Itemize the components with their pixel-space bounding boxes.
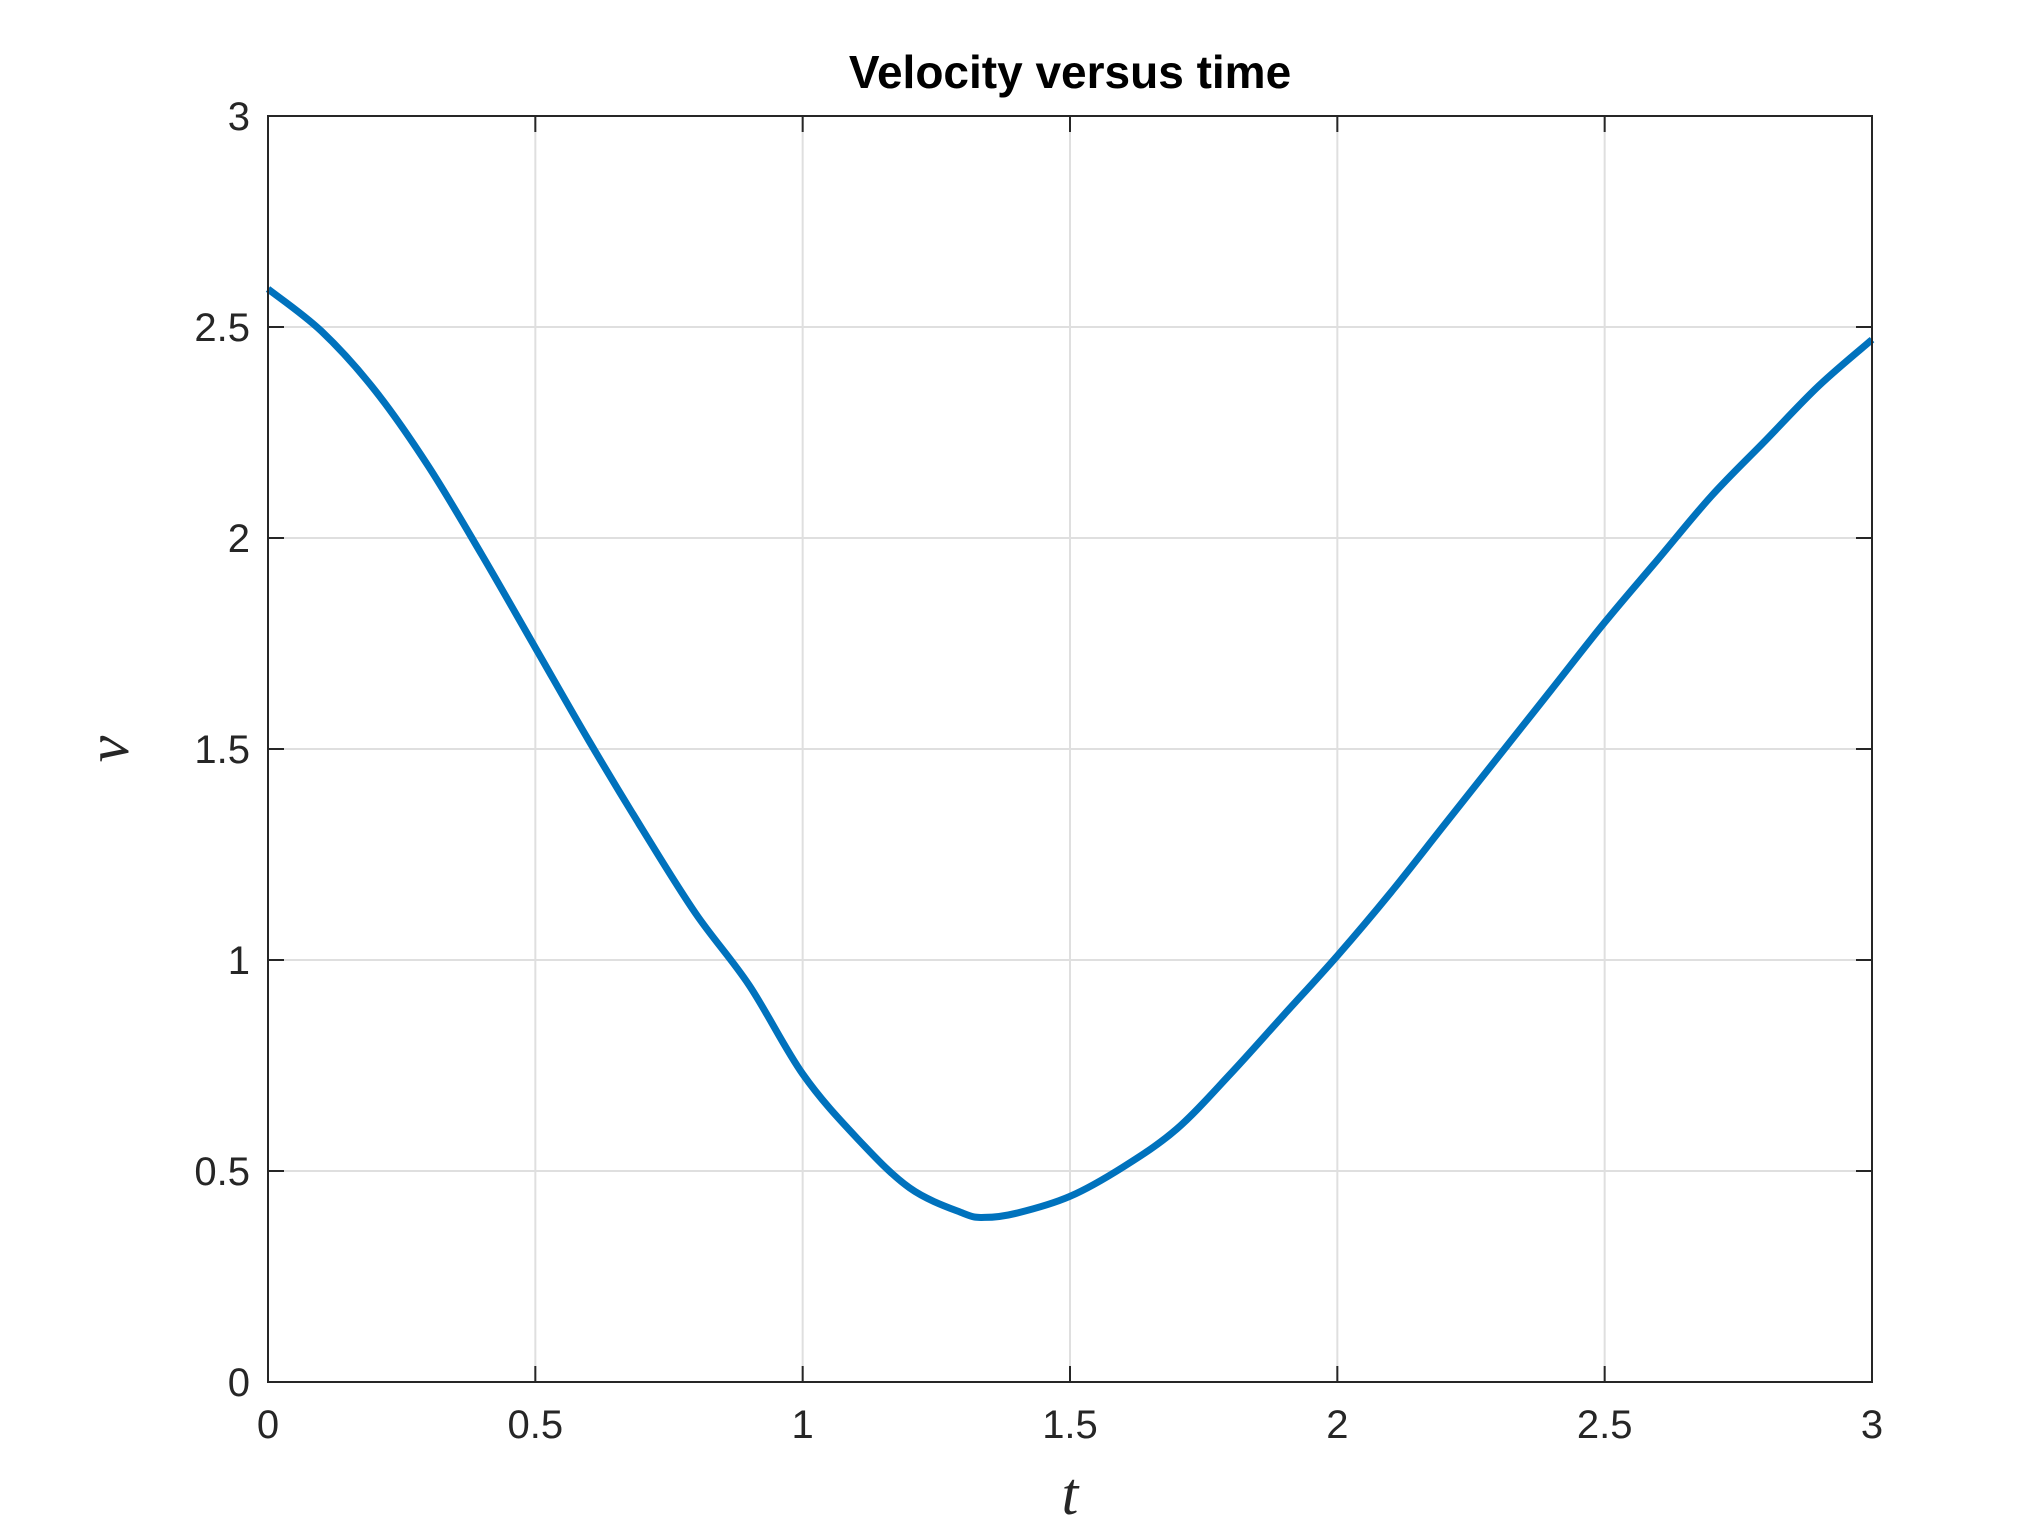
x-tick-label: 1.5 — [1042, 1403, 1098, 1447]
x-tick-label: 3 — [1861, 1403, 1883, 1447]
y-tick-label: 0.5 — [194, 1150, 250, 1194]
velocity-series-line — [265, 286, 1875, 1221]
y-tick-label: 3 — [228, 95, 250, 139]
x-tick-label: 2.5 — [1577, 1403, 1633, 1447]
x-axis-label: t — [1062, 1461, 1080, 1527]
plot-area-frame — [267, 115, 1873, 1383]
y-tick-label: 0 — [228, 1361, 250, 1405]
x-tick-label: 1 — [792, 1403, 814, 1447]
y-tick-label: 2.5 — [194, 306, 250, 350]
chart-title: Velocity versus time — [849, 46, 1291, 98]
y-tick-label: 1.5 — [194, 728, 250, 772]
x-tick-label: 0.5 — [508, 1403, 564, 1447]
series-layer — [265, 286, 1875, 1221]
y-tick-labels: 0 0.5 1 1.5 2 2.5 3 — [194, 95, 250, 1405]
x-tick-labels: 0 0.5 1 1.5 2 2.5 3 — [257, 1403, 1883, 1447]
x-tick-label: 2 — [1326, 1403, 1348, 1447]
x-tick-label: 0 — [257, 1403, 279, 1447]
y-tick-label: 2 — [228, 517, 250, 561]
y-tick-label: 1 — [228, 939, 250, 983]
y-axis-label: v — [75, 735, 141, 762]
